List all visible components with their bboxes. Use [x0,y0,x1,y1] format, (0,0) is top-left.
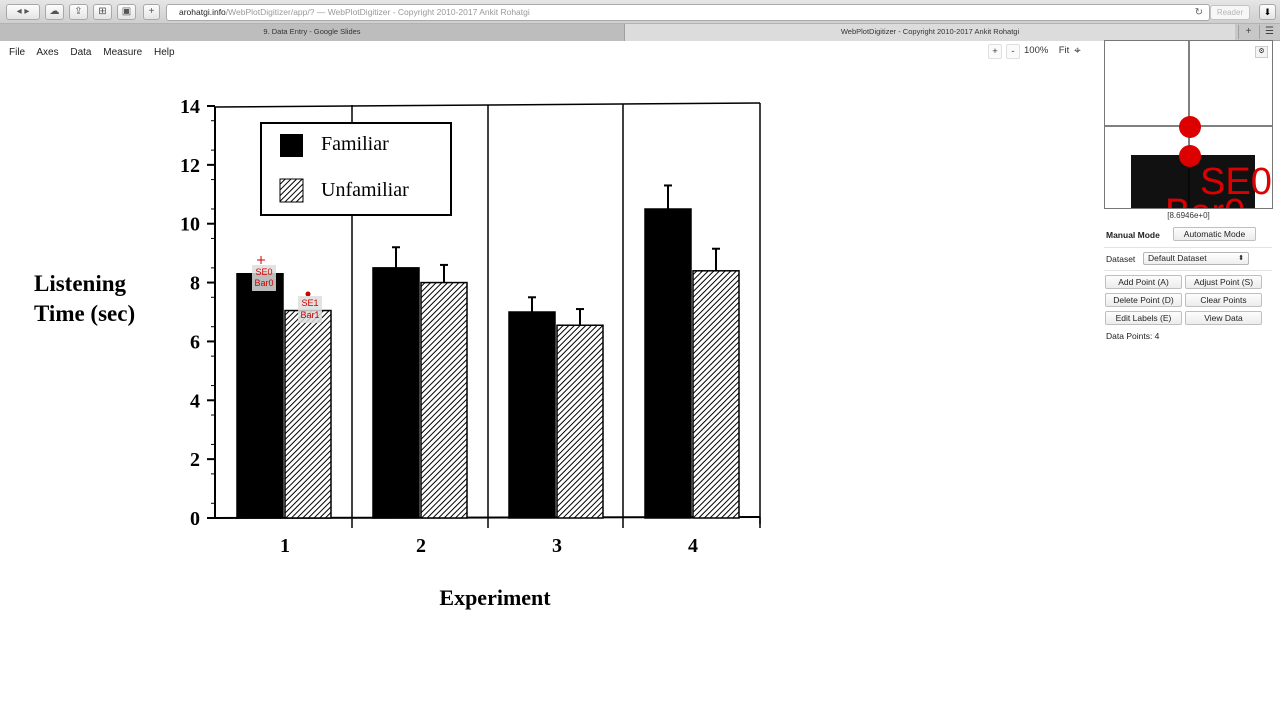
top-sites-icon[interactable]: ⊞ [93,4,112,20]
separator [1104,247,1272,248]
point-label-se0: SE0 [255,267,272,277]
magnifier-label-se0: SE0 [1200,161,1272,203]
y-tick-label-12: 12 [180,155,200,177]
tab-bar: 9. Data Entry - Google Slides WebPlotDig… [0,24,1280,41]
dataset-label: Dataset [1106,254,1136,264]
bar-familiar-1 [236,272,284,519]
extended-crosshair-icon[interactable]: ⌖ [1074,43,1081,57]
tab-google-slides[interactable]: 9. Data Entry - Google Slides [0,24,625,41]
point-label-bar0: Bar0 [254,278,273,288]
x-axis-label: Experiment [439,585,551,610]
new-tab-icon[interactable]: + [1238,25,1258,39]
browser-toolbar: ◂ ▸ ☁ ⇪ ⊞ ▣ + arohatgi.info/WebPlotDigit… [0,0,1280,24]
dataset-select-value: Default Dataset [1148,253,1207,263]
view-data-button[interactable]: View Data [1185,311,1262,325]
magnifier-settings-icon[interactable]: ⚙ [1255,46,1268,58]
reload-icon[interactable]: ↻ [1194,7,1203,18]
menu-help[interactable]: Help [153,47,175,58]
menu-measure[interactable]: Measure [103,47,143,58]
bar-unfamiliar-1 [284,309,332,519]
bar-unfamiliar-4 [692,270,740,519]
point-label-bar1: Bar1 [300,310,319,320]
y-tick-label-4: 4 [190,390,200,412]
url-page-title: — WebPlotDigitizer - Copyright 2010-2017… [314,7,530,17]
menu-file[interactable]: File [9,47,26,58]
y-tick-label-8: 8 [190,273,200,295]
zoom-out-button[interactable]: - [1006,44,1020,59]
zoom-magnifier: SE0 Bar0 ⚙ [1104,40,1273,209]
url-host: arohatgi.info [179,7,226,17]
y-tick-label-2: 2 [190,449,200,471]
x-tick-label-1: 1 [280,535,290,557]
automatic-mode-button[interactable]: Automatic Mode [1173,227,1256,241]
downloads-icon[interactable]: ⬇ [1259,4,1276,20]
y-axis-label-line2: Time (sec) [34,301,135,326]
zoom-fit-button[interactable]: Fit [1058,45,1070,56]
x-tick-label-3: 3 [552,535,562,557]
delete-point-button[interactable]: Delete Point (D) [1105,293,1182,307]
reader-button[interactable]: Reader [1210,5,1250,20]
x-tick-label-4: 4 [688,535,698,557]
y-tick-label-10: 10 [180,214,200,236]
bar-familiar-2 [372,267,420,519]
bar-unfamiliar-2 [420,281,468,519]
x-tick-label-2: 2 [416,535,426,557]
add-point-button[interactable]: Add Point (A) [1105,275,1182,289]
legend-swatch-unfamiliar [279,178,304,203]
dataset-select[interactable]: Default Dataset ⬍ [1143,252,1249,265]
address-bar[interactable]: arohatgi.info/WebPlotDigitizer/app/? — W… [166,4,1210,21]
icloud-icon[interactable]: ☁ [45,4,64,20]
y-minor-ticks [211,120,215,504]
select-arrows-icon: ⬍ [1238,255,1244,262]
point-label-se1: SE1 [301,298,318,308]
y-tick-label-0: 0 [190,508,200,530]
legend-swatch-familiar [280,134,303,157]
y-tick-label-14: 14 [180,96,200,118]
tab-webplotdigitizer[interactable]: WebPlotDigitizer - Copyright 2010-2017 A… [625,24,1235,41]
menu-data[interactable]: Data [70,47,92,58]
back-forward-buttons[interactable]: ◂ ▸ [6,4,40,20]
legend-label-familiar: Familiar [321,133,389,155]
zoom-level: 100% [1024,45,1049,56]
url-path: /WebPlotDigitizer/app/? [225,7,315,17]
extension-icon[interactable]: ▣ [117,4,136,20]
y-ticks: 0 2 4 6 8 10 12 14 [180,96,215,530]
menu-axes[interactable]: Axes [36,47,59,58]
digitized-point-se1[interactable]: SE1 Bar1 [298,291,322,324]
magnifier-view: SE0 Bar0 [1105,41,1272,209]
separator [1104,270,1272,271]
share-icon[interactable]: ⇪ [69,4,88,20]
zoom-in-button[interactable]: + [988,44,1002,59]
bar-unfamiliar-3 [556,324,604,519]
tab-overview-icon[interactable]: ☰ [1259,25,1279,39]
data-points-count: Data Points: 4 [1106,331,1160,341]
edit-labels-button[interactable]: Edit Labels (E) [1105,311,1182,325]
magnifier-label-bar0: Bar0 [1165,192,1245,209]
magnifier-coordinate: [8.6946e+0] [1167,211,1210,220]
legend-label-unfamiliar: Unfamiliar [321,179,409,201]
bar-familiar-3 [508,311,556,519]
y-axis-label-line1: Listening [34,271,127,296]
app-menu-bar: File Axes Data Measure Help [9,47,184,58]
y-tick-label-6: 6 [190,331,200,353]
digitized-point-se0[interactable]: SE0 Bar0 [252,256,276,291]
new-tab-plus-icon[interactable]: + [143,4,160,20]
bar-familiar-4 [644,208,692,519]
manual-mode-label: Manual Mode [1106,230,1160,240]
legend: Familiar Unfamiliar [260,122,452,216]
adjust-point-button[interactable]: Adjust Point (S) [1185,275,1262,289]
clear-points-button[interactable]: Clear Points [1185,293,1262,307]
bars [236,184,740,519]
x-tick-labels: 1 2 3 4 [280,535,698,557]
